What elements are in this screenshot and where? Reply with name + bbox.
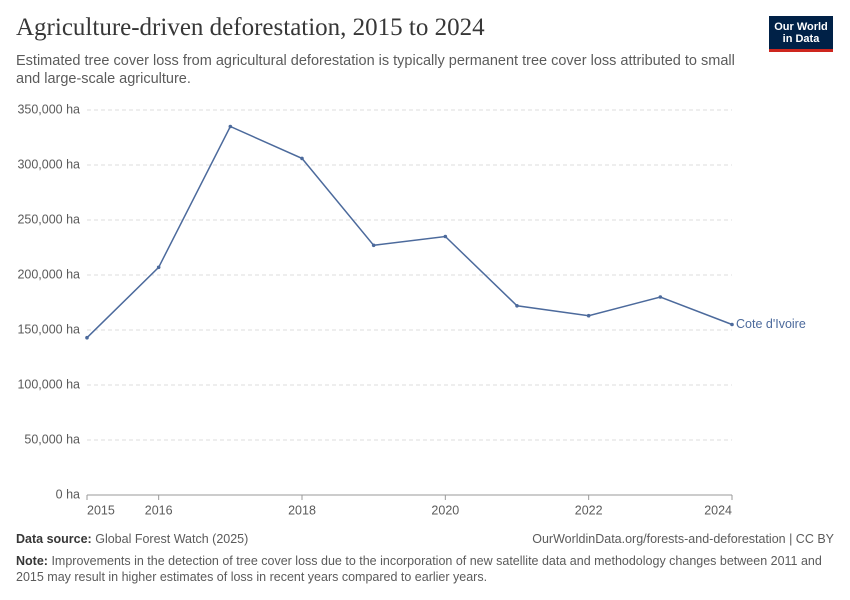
y-tick-label: 150,000 ha: [17, 322, 80, 336]
logo-line: Our World: [774, 21, 828, 33]
source: Data source: Global Forest Watch (2025): [16, 532, 248, 546]
point: [228, 124, 233, 129]
source-url[interactable]: OurWorldinData.org/forests-and-deforesta…: [532, 532, 834, 546]
note-text: Improvements in the detection of tree co…: [16, 554, 822, 584]
x-tick-label: 2018: [288, 503, 316, 517]
x-tick-label: 2024: [704, 503, 732, 517]
source-text: Global Forest Watch (2025): [95, 532, 249, 546]
point: [515, 304, 519, 308]
x-tick-label: 2020: [431, 503, 459, 517]
source-label: Data source:: [16, 532, 92, 546]
point: [443, 234, 448, 239]
point: [371, 243, 376, 248]
y-tick-label: 200,000 ha: [17, 267, 80, 281]
point: [658, 295, 663, 299]
point: [300, 156, 304, 161]
x-tick-label: 2022: [575, 503, 603, 517]
line: [86, 125, 733, 339]
logo[interactable]: Our World in Data: [769, 16, 833, 52]
series-label: Cote d'Ivoire: [736, 317, 806, 331]
y-tick-label: 50,000 ha: [24, 432, 80, 446]
chart-subtitle: Estimated tree cover loss from agricultu…: [16, 53, 735, 87]
x-tick-label: 2015: [87, 503, 115, 517]
point: [156, 265, 161, 270]
y-tick-label: 0 ha: [56, 487, 80, 501]
point: [85, 335, 89, 340]
point: [586, 313, 591, 318]
note: Note: Improvements in the detection of t…: [16, 553, 836, 585]
logo-line: in Data: [782, 33, 820, 45]
y-tick-label: 300,000 ha: [17, 157, 80, 171]
y-tick-label: 100,000 ha: [17, 377, 80, 391]
x-tick-label: 2016: [145, 503, 173, 517]
chart-title: Agriculture-driven deforestation, 2015 t…: [16, 14, 485, 41]
note-label: Note:: [16, 554, 48, 568]
y-tick-label: 350,000 ha: [17, 102, 80, 116]
y-tick-label: 250,000 ha: [17, 212, 80, 226]
point: [730, 322, 734, 327]
